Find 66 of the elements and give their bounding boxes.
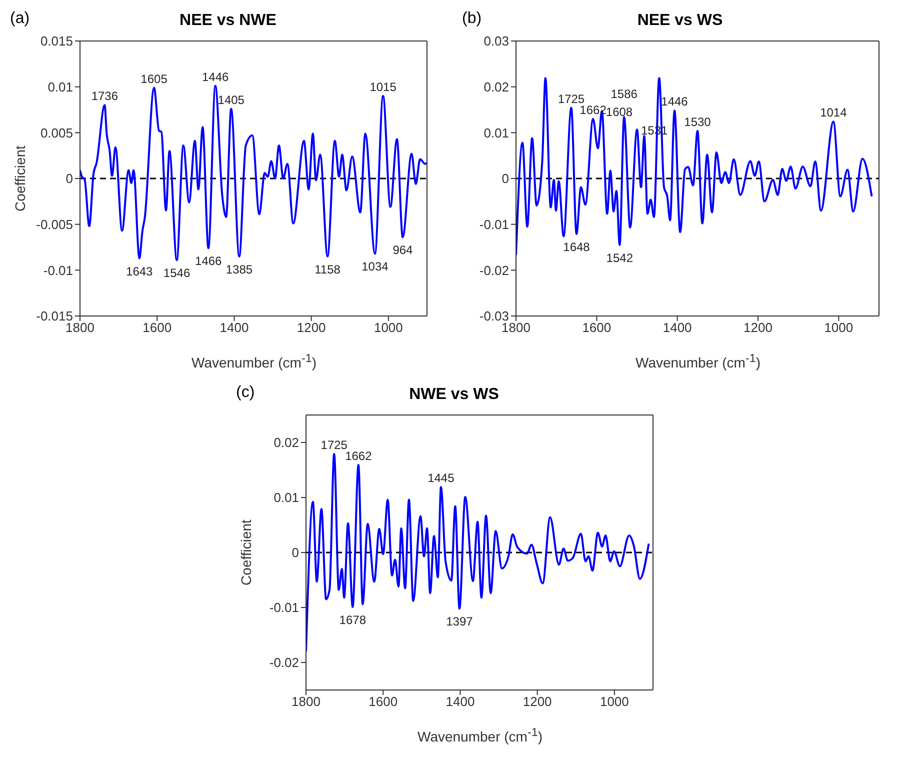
annotation: 1466 xyxy=(195,254,222,268)
annotation: 1015 xyxy=(370,80,397,94)
y-tick-label: -0.02 xyxy=(479,262,509,278)
y-tick-label: 0 xyxy=(502,171,509,186)
x-tick-label: 1600 xyxy=(582,320,612,336)
annotation: 1546 xyxy=(163,266,190,280)
annotation: 1446 xyxy=(661,94,688,109)
annotation: 1643 xyxy=(126,264,154,278)
y-tick-label: 0.01 xyxy=(484,125,509,140)
annotation: 1530 xyxy=(684,114,712,129)
text: (c) xyxy=(236,384,255,402)
y-axis-title: Coefficient xyxy=(12,145,28,212)
annotation: 1397 xyxy=(446,614,474,629)
y-tick-label: -0.01 xyxy=(479,216,509,232)
y-tick-label: 0.005 xyxy=(40,125,73,140)
annotation: 1158 xyxy=(314,262,341,276)
annotation: 1542 xyxy=(606,250,634,265)
y-tick-label: 0.03 xyxy=(484,34,509,49)
y-tick-label: -0.01 xyxy=(269,600,299,616)
x-tick-label: 1400 xyxy=(662,320,692,336)
x-axis-title: Wavenumber (cm$^{-1}$) xyxy=(634,352,762,371)
y-tick-label: 0.015 xyxy=(40,34,73,49)
x-axis-title: Wavenumber (cm$^{-1}$) xyxy=(190,352,318,371)
x-tick-label: 1400 xyxy=(220,320,249,336)
y-tick-label: -0.01 xyxy=(43,262,73,278)
y-tick-label: 0 xyxy=(292,545,299,560)
annotation: 1678 xyxy=(339,612,366,627)
annotation: 1014 xyxy=(820,106,848,120)
annotation: 1445 xyxy=(428,471,455,486)
annotation: 964 xyxy=(392,243,414,258)
x-tick-label: 1200 xyxy=(296,320,326,336)
chart-title: NWE vs WS xyxy=(409,386,499,403)
text: (b) xyxy=(462,10,482,28)
chart-title: NEE vs WS xyxy=(637,12,723,29)
x-tick-label: 1800 xyxy=(292,694,320,710)
y-tick-label: -0.005 xyxy=(36,216,73,232)
x-tick-label: 1000 xyxy=(600,694,629,710)
annotation: 1034 xyxy=(362,260,389,274)
text: (a) xyxy=(10,10,30,28)
annotation: 1736 xyxy=(91,89,118,104)
annotation: 1608 xyxy=(606,105,633,120)
y-tick-label: 0.02 xyxy=(274,435,299,450)
annotation: 1662 xyxy=(345,449,372,464)
y-tick-label: 0.01 xyxy=(48,79,73,94)
line-series xyxy=(306,453,650,652)
x-tick-label: 1400 xyxy=(446,694,475,710)
y-tick-label: 0 xyxy=(66,171,73,186)
annotation: 1648 xyxy=(563,240,590,254)
y-tick-label: 0.02 xyxy=(484,79,509,94)
annotation: 1586 xyxy=(610,87,638,102)
annotation: 1446 xyxy=(202,70,229,84)
x-tick-label: 1000 xyxy=(824,320,854,336)
x-tick-label: 1200 xyxy=(744,320,772,336)
x-tick-label: 1600 xyxy=(368,694,398,710)
y-axis-title: Coefficient xyxy=(238,519,254,586)
x-tick-label: 1200 xyxy=(522,694,552,710)
annotation: 1405 xyxy=(218,92,245,107)
x-tick-label: 1600 xyxy=(142,320,172,336)
chart-title: NEE vs NWE xyxy=(180,12,276,29)
x-tick-label: 1000 xyxy=(374,320,403,336)
annotation: 1385 xyxy=(226,262,253,276)
annotation: 1725 xyxy=(320,438,348,452)
y-tick-label: 0.01 xyxy=(274,490,299,506)
x-axis-title: Wavenumber (cm$^{-1}$) xyxy=(416,726,544,745)
y-tick-label: -0.02 xyxy=(269,655,299,670)
annotation: 1605 xyxy=(140,72,168,86)
